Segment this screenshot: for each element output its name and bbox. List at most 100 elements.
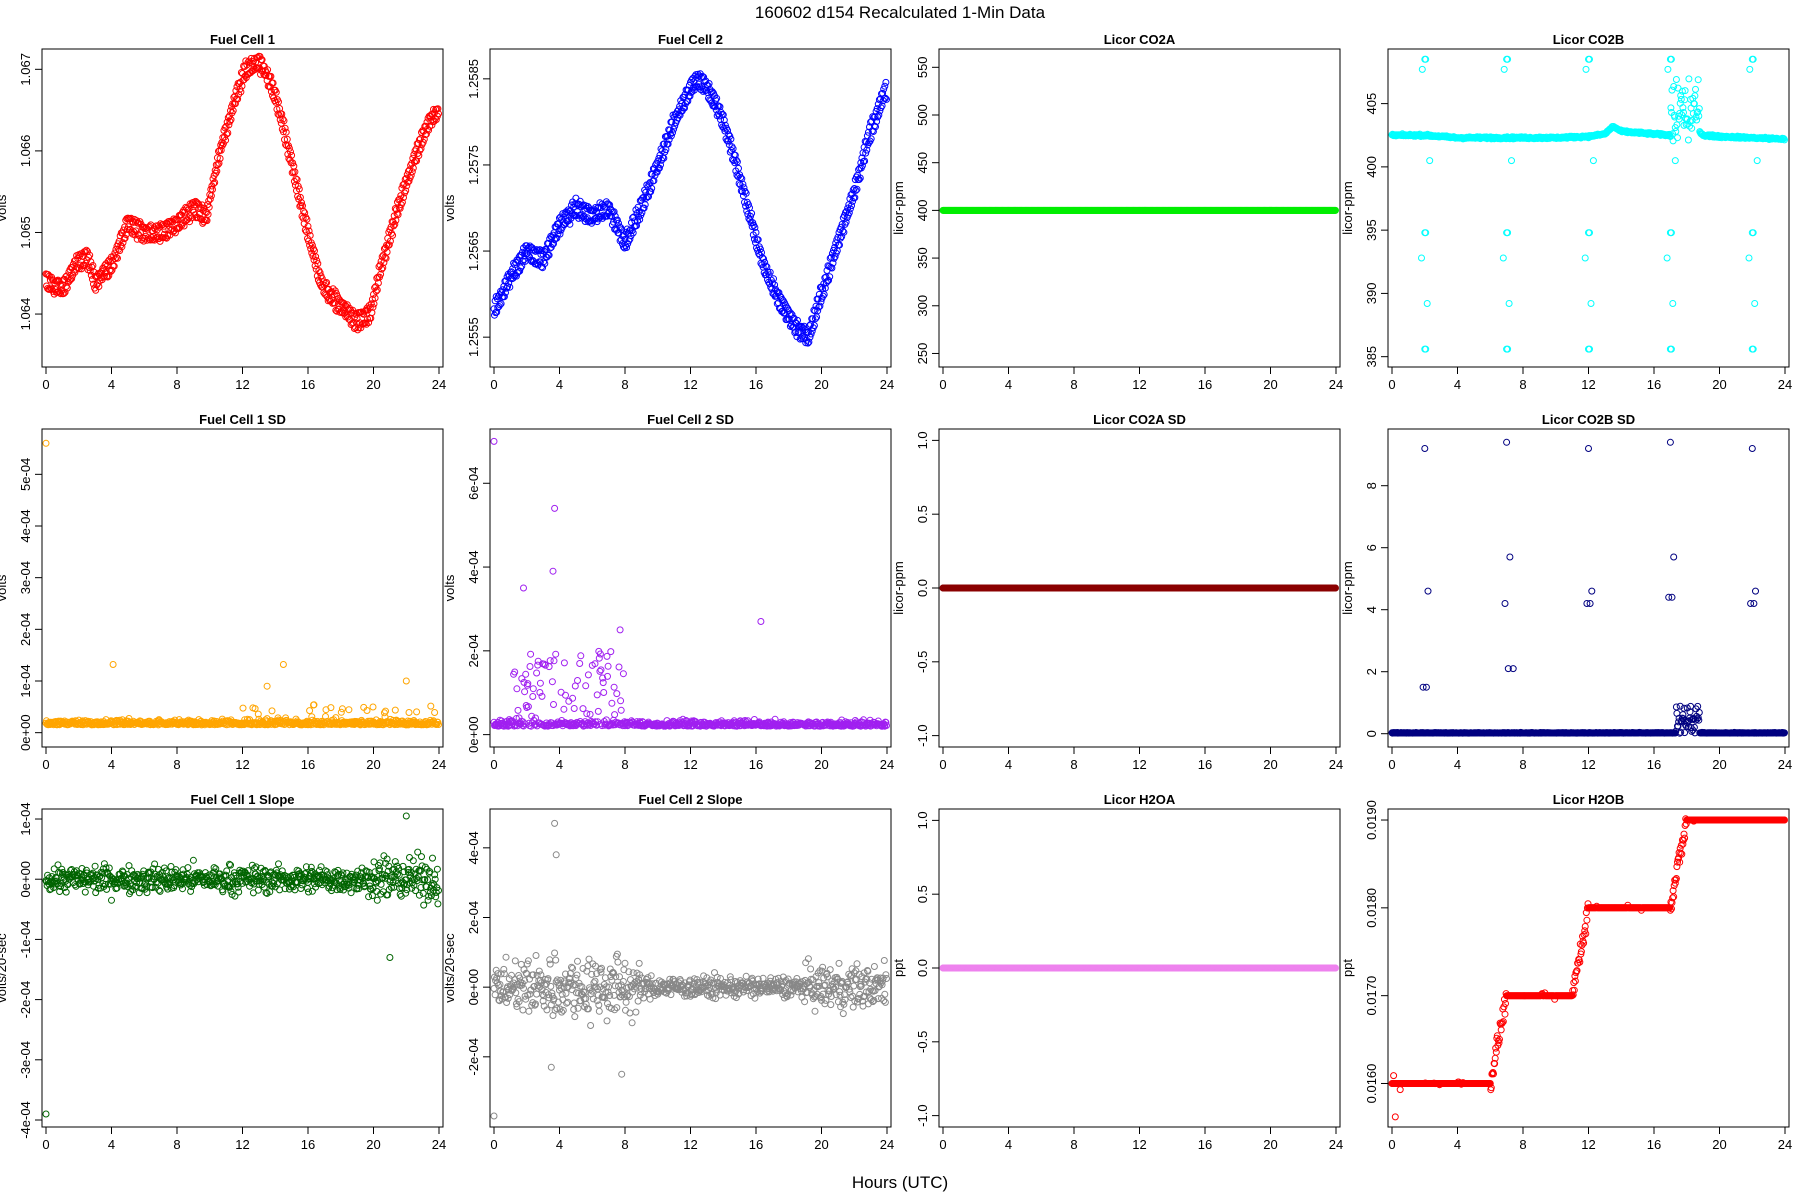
- x-tick-label: 24: [880, 377, 894, 392]
- data-point: [396, 204, 404, 212]
- panel-title: Licor CO2A SD: [1093, 412, 1186, 427]
- x-tick-label: 12: [1581, 377, 1595, 392]
- data-point: [597, 666, 605, 674]
- data-point: [184, 206, 192, 214]
- data-point: [560, 659, 568, 667]
- data-point: [514, 706, 522, 714]
- y-tick-label: 405: [1364, 93, 1379, 115]
- data-point: [382, 707, 389, 715]
- data-point: [391, 220, 399, 228]
- data-point: [193, 198, 201, 206]
- data-point: [121, 234, 129, 242]
- x-tick-label: 0: [42, 377, 49, 392]
- data-point: [513, 685, 521, 693]
- data-point: [42, 439, 50, 447]
- data-point: [295, 185, 303, 193]
- data-point: [1426, 157, 1434, 165]
- data-point: [289, 159, 297, 167]
- data-point: [610, 208, 618, 216]
- data-point: [312, 253, 320, 261]
- data-point: [506, 283, 514, 291]
- data-point: [313, 257, 321, 265]
- data-point: [288, 151, 296, 159]
- data-point: [338, 705, 346, 713]
- y-tick-label: 300: [915, 295, 930, 317]
- y-axis-label: licor-ppm: [891, 561, 906, 614]
- data-point: [502, 289, 509, 297]
- y-tick-label: 1.2555: [466, 317, 481, 357]
- data-point: [368, 309, 376, 317]
- y-axis-label: licor-ppm: [1340, 181, 1355, 234]
- data-point: [518, 262, 526, 270]
- data-point: [211, 179, 219, 186]
- data-point: [1746, 65, 1754, 73]
- data-point: [1674, 134, 1681, 142]
- y-tick-label: 1.0: [915, 431, 930, 449]
- data-point: [367, 300, 375, 308]
- data-point: [210, 180, 218, 187]
- data-point: [345, 706, 353, 714]
- data-point: [373, 286, 381, 294]
- data-point: [549, 567, 557, 575]
- data-point: [577, 211, 585, 219]
- data-point: [263, 682, 271, 690]
- x-tick-label: 8: [173, 377, 180, 392]
- data-point: [422, 130, 430, 138]
- data-point: [296, 193, 304, 201]
- data-point: [293, 176, 301, 184]
- x-tick-label: 4: [108, 757, 115, 772]
- x-tick-label: 16: [1647, 377, 1661, 392]
- x-tick-label: 20: [366, 757, 380, 772]
- data-point: [287, 148, 294, 156]
- x-tick-label: 24: [432, 757, 446, 772]
- data-point: [358, 308, 365, 316]
- data-point: [577, 652, 585, 660]
- data-point: [491, 297, 499, 305]
- data-point: [576, 660, 584, 667]
- data-point: [60, 289, 68, 297]
- data-point: [1505, 300, 1513, 307]
- y-axis-label: volts: [0, 194, 9, 221]
- data-point: [574, 677, 581, 684]
- x-tick-label: 16: [301, 377, 315, 392]
- x-tick-label: 8: [173, 757, 180, 772]
- data-point: [536, 679, 544, 687]
- panel-title: Fuel Cell 2 SD: [647, 412, 734, 427]
- data-point: [369, 703, 377, 711]
- data-point: [356, 319, 364, 327]
- data-point: [237, 69, 245, 76]
- data-point: [235, 90, 243, 98]
- x-tick-label: 0: [490, 377, 497, 392]
- data-point: [86, 267, 94, 275]
- x-tick-label: 0: [939, 757, 946, 772]
- data-point: [301, 209, 309, 217]
- data-point: [560, 705, 568, 713]
- data-point: [57, 290, 65, 298]
- x-tick-label: 4: [1005, 377, 1012, 392]
- data-point: [1745, 254, 1753, 262]
- data-point: [1684, 136, 1692, 144]
- data-point: [490, 437, 498, 445]
- data-point: [546, 244, 554, 252]
- data-point: [1694, 76, 1702, 84]
- data-point: [407, 171, 415, 179]
- data-point: [352, 324, 359, 331]
- x-tick-label: 16: [749, 377, 763, 392]
- x-tick-label: 12: [683, 377, 697, 392]
- data-point: [385, 241, 393, 249]
- data-point: [606, 201, 614, 209]
- y-tick-label: 1.2575: [466, 145, 481, 185]
- data-point: [87, 258, 95, 266]
- x-tick-label: 20: [1263, 757, 1277, 772]
- data-point: [218, 139, 226, 147]
- data-point: [227, 107, 234, 115]
- data-point: [402, 187, 410, 195]
- y-tick-label: -1.0: [915, 724, 930, 746]
- data-point: [229, 107, 237, 115]
- data-point: [217, 146, 225, 154]
- y-axis-label: licor-ppm: [891, 181, 906, 234]
